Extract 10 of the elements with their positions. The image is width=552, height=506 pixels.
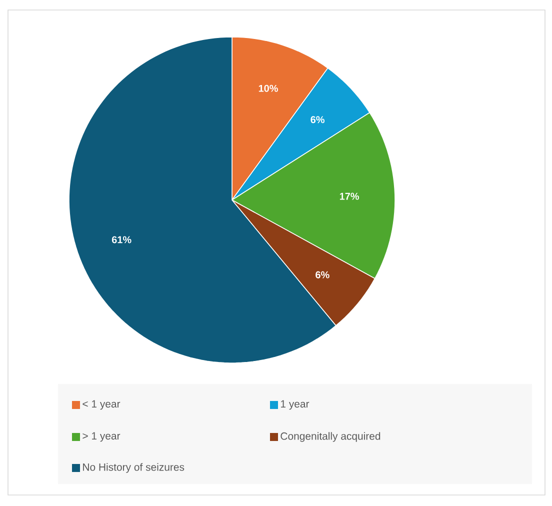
legend-label: 1 year bbox=[281, 400, 310, 410]
legend-label: < 1 year bbox=[82, 400, 120, 410]
legend-label: > 1 year bbox=[82, 432, 120, 442]
data-label: 61% bbox=[112, 236, 132, 244]
data-label: 6% bbox=[310, 116, 324, 124]
data-label: 6% bbox=[316, 271, 330, 278]
data-label: 10% bbox=[258, 84, 278, 92]
legend-label: No History of seizures bbox=[83, 463, 184, 473]
data-label: 17% bbox=[340, 192, 360, 200]
legend-label: Congenitally acquired bbox=[280, 432, 380, 442]
